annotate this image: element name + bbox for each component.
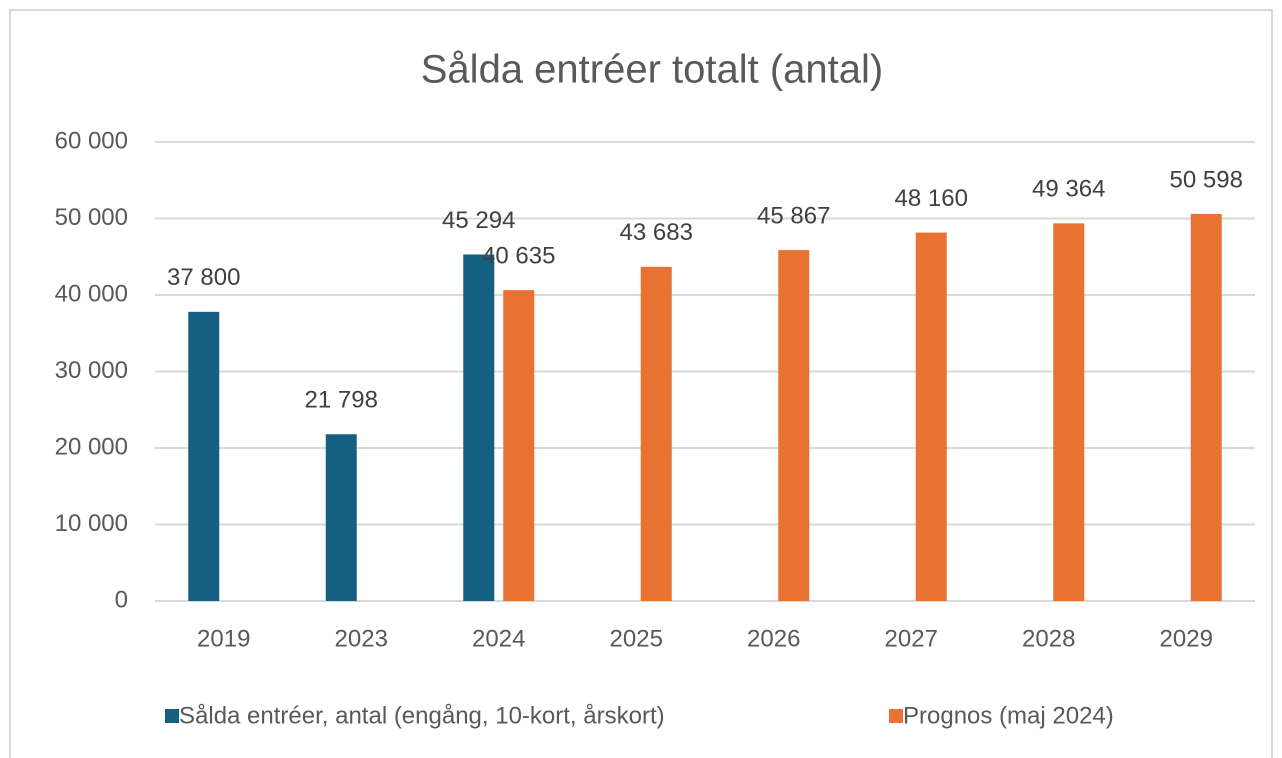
y-tick-label: 20 000 [55, 433, 128, 460]
x-tick-label: 2025 [610, 625, 663, 652]
chart-title: Sålda entréer totalt (antal) [421, 48, 883, 92]
data-label: 50 598 [1170, 166, 1243, 193]
x-tick-label: 2019 [197, 625, 250, 652]
bar [1190, 213, 1222, 601]
y-tick-label: 30 000 [55, 357, 128, 384]
y-tick-label: 50 000 [55, 204, 128, 231]
x-tick-label: 2029 [1160, 625, 1213, 652]
bar [915, 232, 947, 602]
y-tick-label: 0 [115, 586, 128, 613]
bar [640, 266, 672, 601]
data-label: 37 800 [167, 264, 240, 291]
data-label: 48 160 [895, 185, 968, 212]
y-tick-label: 10 000 [55, 510, 128, 537]
data-label: 40 635 [482, 242, 555, 269]
x-tick-label: 2026 [747, 625, 800, 652]
x-tick-label: 2028 [1022, 625, 1075, 652]
x-tick-label: 2024 [472, 625, 525, 652]
legend-label: Prognos (maj 2024) [903, 702, 1114, 729]
legend-label: Sålda entréer, antal (engång, 10-kort, å… [179, 702, 665, 729]
data-label: 21 798 [305, 387, 378, 414]
bar [503, 290, 535, 601]
x-tick-label: 2027 [885, 625, 938, 652]
bar [188, 311, 220, 601]
legend-swatch [889, 709, 903, 723]
y-tick-label: 60 000 [55, 127, 128, 154]
chart-border [9, 9, 1273, 758]
data-label: 49 364 [1032, 176, 1105, 203]
bar [463, 254, 495, 601]
bar [325, 434, 357, 601]
data-label: 45 294 [442, 207, 515, 234]
data-label: 45 867 [757, 202, 830, 229]
data-label: 43 683 [620, 219, 693, 246]
legend-swatch [165, 709, 179, 723]
x-tick-label: 2023 [335, 625, 388, 652]
bar [778, 250, 810, 602]
y-tick-label: 40 000 [55, 280, 128, 307]
bar [1053, 223, 1085, 601]
